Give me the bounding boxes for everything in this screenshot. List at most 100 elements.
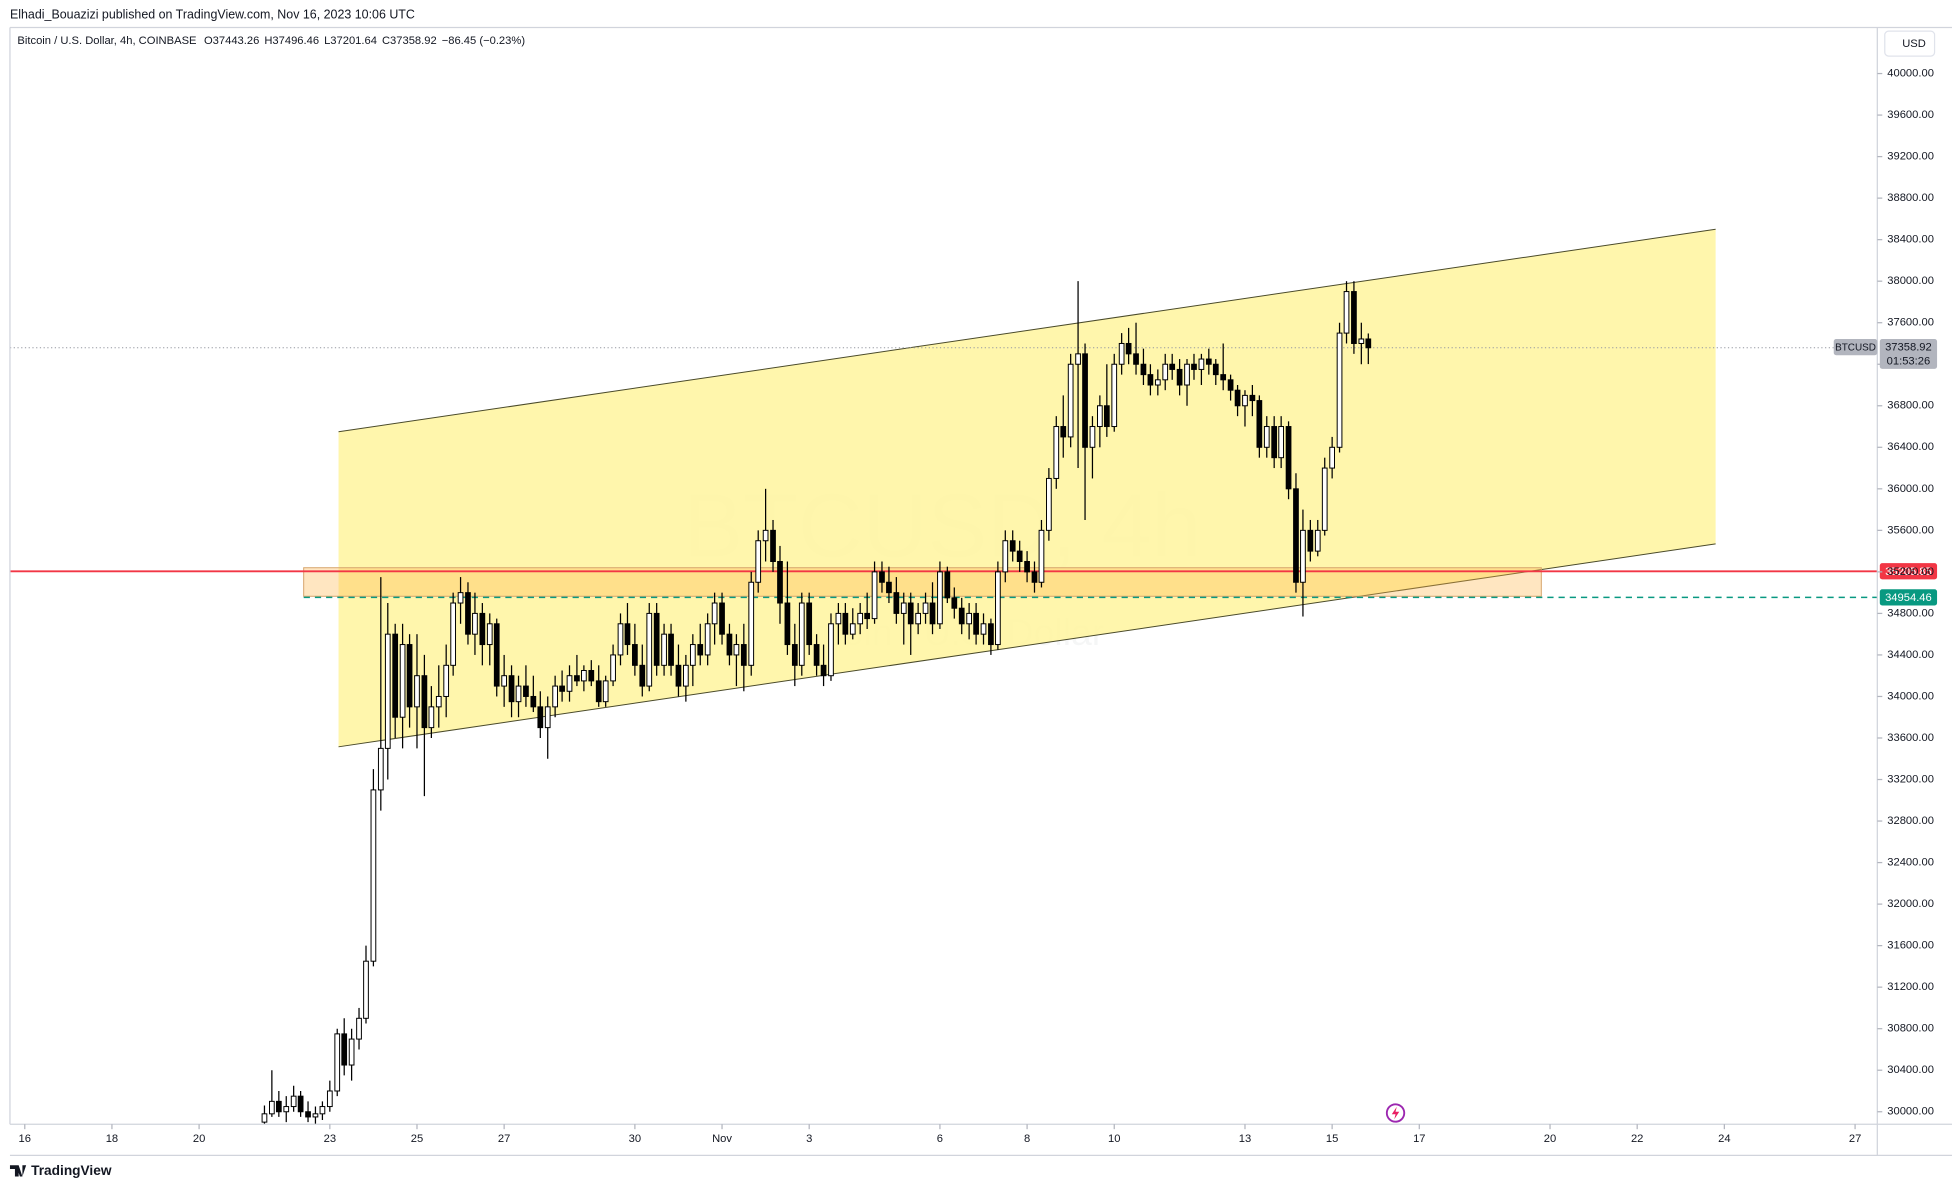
candle-body	[1031, 571, 1038, 583]
y-tick-label: 36400.00	[1887, 441, 1934, 453]
candle-body	[770, 529, 776, 562]
candle-body	[537, 706, 544, 729]
currency-label[interactable]: USD	[1902, 38, 1926, 50]
candle-body	[588, 670, 595, 682]
candle-body	[806, 602, 813, 646]
y-tick-label: 34000.00	[1887, 690, 1934, 702]
y-tick-label: 31200.00	[1887, 981, 1934, 993]
candle-body	[617, 623, 624, 656]
candle-body	[1351, 291, 1357, 344]
legend-value: 37443.26	[213, 35, 260, 47]
candle-body	[1111, 363, 1118, 428]
y-tick-label: 33600.00	[1887, 732, 1934, 744]
x-tick-label: Nov	[712, 1133, 732, 1145]
candle-body	[820, 664, 827, 677]
x-tick-label: 27	[1849, 1133, 1861, 1145]
candle-body	[1227, 379, 1234, 391]
candle-body	[988, 623, 994, 646]
candle-body	[574, 675, 580, 682]
legend-key: H	[264, 35, 272, 47]
x-tick-label: 30	[629, 1133, 641, 1145]
candle-body	[1154, 379, 1161, 386]
candle-body	[937, 571, 943, 625]
candle-body	[1285, 426, 1292, 490]
plot-area: BTCUSD, 4hBitcoin / U.S. Dollar	[9, 228, 1878, 1125]
currency-button[interactable]	[1884, 30, 1936, 57]
candle-body	[704, 623, 711, 656]
candle-body	[784, 602, 791, 646]
x-tick-label: 27	[498, 1133, 510, 1145]
price-label-box	[1879, 563, 1938, 580]
candle-body	[595, 680, 602, 703]
logo-text[interactable]: TradingView	[31, 1163, 112, 1178]
candle-body	[726, 633, 733, 656]
x-tick-label: 20	[1544, 1133, 1556, 1145]
price-label-box	[1879, 589, 1938, 606]
candle-body	[501, 675, 508, 687]
candle-body	[610, 654, 616, 682]
candle-body	[544, 706, 551, 729]
candle-body	[384, 633, 391, 749]
candle-body	[995, 571, 1001, 646]
candle-body	[1278, 426, 1285, 459]
candle-body	[479, 612, 486, 646]
candle-body	[683, 664, 689, 687]
candle-body	[261, 1113, 268, 1123]
candle-body	[356, 1017, 362, 1040]
candle-body	[1082, 353, 1088, 448]
candle-body	[269, 1100, 275, 1115]
candle-body	[929, 602, 936, 625]
y-tick-label: 40000.00	[1887, 67, 1934, 79]
symbol-label: BTCUSD	[1835, 342, 1876, 353]
y-tick-label: 32000.00	[1887, 898, 1934, 910]
candle-body	[1118, 342, 1125, 365]
legend-key: C	[382, 35, 390, 47]
candle-body	[406, 644, 413, 708]
candle-body	[675, 664, 682, 687]
symbol-label-box	[1833, 339, 1878, 356]
candle-body	[493, 623, 500, 687]
candle-body	[791, 644, 798, 666]
candle-body	[980, 623, 987, 635]
price-label: 35205.85	[1885, 566, 1932, 578]
candle-body	[1089, 426, 1096, 448]
candle-body	[602, 680, 609, 703]
alert-icon[interactable]	[1385, 1103, 1406, 1123]
y-tick-label: 34400.00	[1887, 649, 1934, 661]
alert-bolt[interactable]	[1391, 1106, 1400, 1120]
y-tick-label: 36000.00	[1887, 483, 1934, 495]
candle-body	[777, 561, 783, 604]
logo-icon[interactable]	[9, 1165, 27, 1177]
candle-body	[639, 664, 646, 687]
candle-body	[348, 1038, 355, 1066]
x-tick-label: 6	[937, 1133, 943, 1145]
candle-body	[1343, 291, 1350, 334]
candle-body	[1103, 405, 1110, 428]
y-tick-label: 38400.00	[1887, 234, 1934, 246]
candle-body	[711, 602, 718, 625]
candle-body	[1046, 477, 1052, 531]
candle-body	[1133, 353, 1139, 365]
candle-body	[1075, 353, 1081, 365]
zone	[303, 567, 1542, 597]
x-tick-label: 23	[324, 1133, 336, 1145]
candle-body	[1140, 363, 1147, 376]
candle-body	[341, 1033, 348, 1066]
y-tick-label: 35600.00	[1887, 524, 1934, 536]
candle-body	[305, 1111, 311, 1118]
price-label: 34954.46	[1885, 592, 1932, 604]
candle-body	[1096, 405, 1103, 428]
logo[interactable]: TradingView	[9, 1163, 112, 1178]
candle-body	[326, 1090, 333, 1108]
x-tick-label: 10	[1108, 1133, 1120, 1145]
candle-body	[907, 602, 914, 625]
y-tick-label: 39600.00	[1887, 109, 1934, 121]
candle-body	[1024, 561, 1030, 573]
candle-body	[392, 633, 399, 718]
candle-body	[1038, 529, 1045, 583]
candle-body	[871, 571, 878, 620]
candle-body	[1053, 426, 1060, 479]
candle-body	[552, 685, 558, 708]
x-tick-label: 3	[806, 1133, 812, 1145]
candle-body	[1125, 342, 1132, 355]
